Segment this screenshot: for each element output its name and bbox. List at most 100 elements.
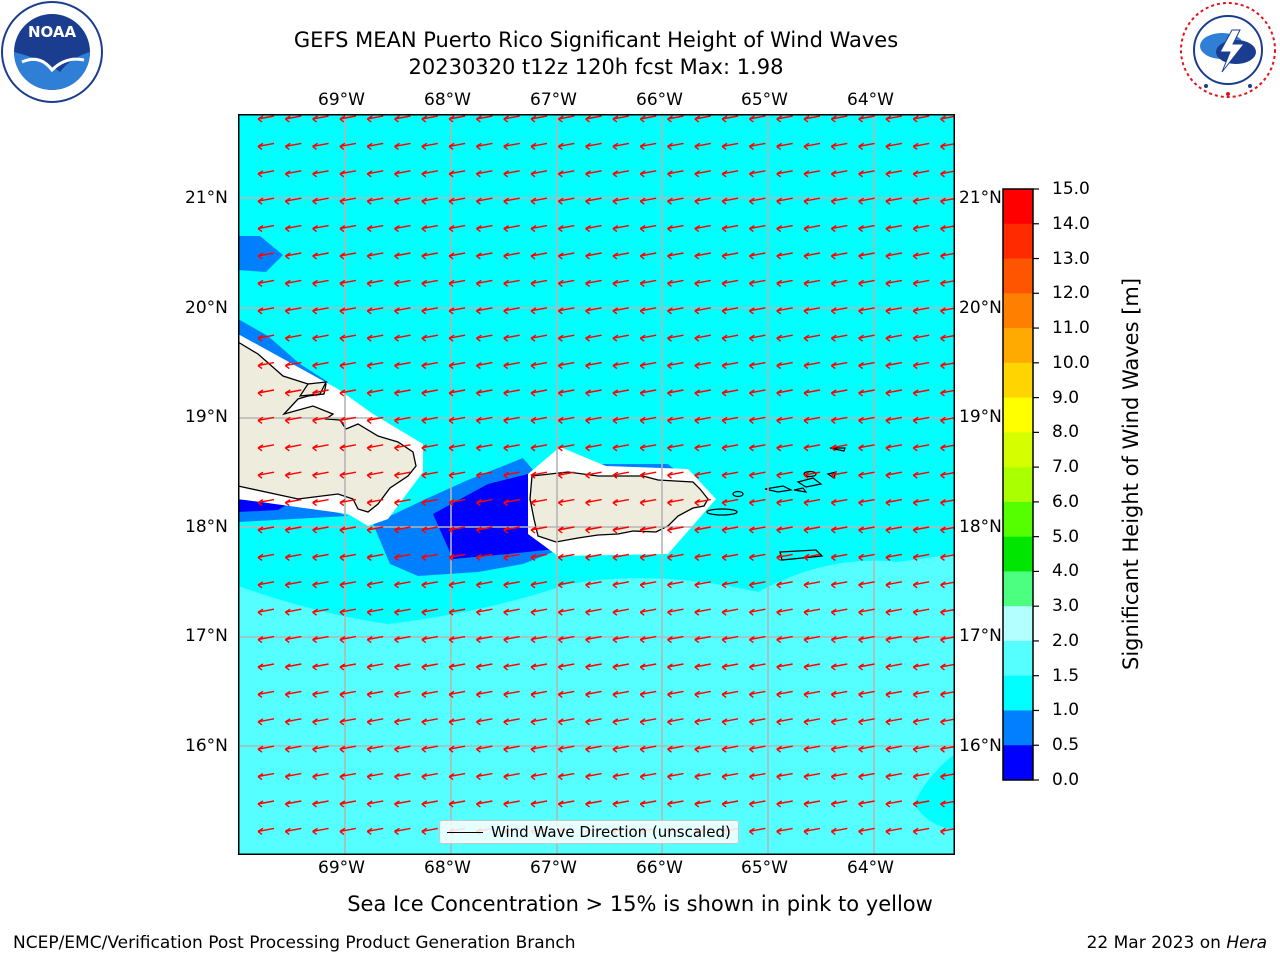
wind-arrow: [830, 115, 848, 123]
wind-arrow: [803, 690, 821, 698]
wind-arrow: [312, 471, 329, 479]
wind-arrow: [530, 581, 548, 589]
wind-arrow: [475, 252, 493, 260]
wind-arrow: [612, 307, 630, 315]
lat-tick-left-6: 16°N: [185, 736, 228, 756]
wind-arrow: [557, 279, 575, 287]
wind-arrow: [694, 444, 711, 452]
wind-arrow: [257, 526, 275, 534]
footer-host: Hera: [1226, 933, 1267, 953]
wind-arrow: [284, 224, 302, 233]
wind-arrow: [721, 279, 739, 287]
wind-arrow: [312, 307, 329, 315]
wind-arrow: [721, 581, 739, 589]
wind-arrow: [667, 581, 684, 589]
wind-arrow: [339, 608, 357, 616]
wind-arrow: [530, 635, 548, 644]
colorbar-tick-label: 14.0: [1052, 213, 1090, 234]
wind-arrow: [366, 772, 384, 781]
wind-arrow: [667, 608, 684, 616]
map-legend: Wind Wave Direction (unscaled): [439, 820, 739, 844]
wind-arrow: [475, 361, 493, 370]
wind-arrow: [366, 498, 384, 507]
wind-arrow: [694, 498, 711, 507]
wind-arrow: [557, 608, 575, 616]
wind-arrow: [585, 224, 602, 233]
wind-arrow: [421, 224, 438, 233]
wind-arrow: [557, 553, 575, 561]
wind-arrow: [257, 690, 275, 698]
wind-arrow: [912, 635, 930, 644]
wind-arrow: [421, 252, 438, 260]
wind-arrow: [694, 718, 711, 726]
wind-arrow: [530, 663, 548, 671]
wind-arrow: [858, 279, 875, 287]
wind-arrow: [530, 224, 548, 233]
wind-arrow: [639, 471, 657, 479]
wind-arrow: [421, 772, 438, 781]
wind-arrow: [339, 389, 357, 397]
wind-arrow: [557, 115, 575, 123]
wind-arrow: [885, 361, 903, 370]
wind-arrow: [912, 224, 930, 233]
lon-tick-bottom-2: 68°W: [424, 858, 471, 878]
wind-arrow: [475, 444, 493, 452]
wind-arrow: [830, 361, 848, 370]
wind-arrow: [585, 718, 602, 726]
wind-arrow: [312, 224, 329, 233]
wind-arrow: [885, 197, 903, 205]
wind-arrow: [503, 690, 520, 698]
wind-arrow: [776, 772, 793, 781]
wind-arrow: [721, 663, 739, 671]
wind-arrow: [257, 334, 275, 342]
wind-arrow: [585, 608, 602, 616]
wind-arrow: [475, 526, 493, 534]
wind-arrow: [830, 526, 848, 534]
wind-arrow: [366, 170, 384, 178]
wind-arrow: [667, 498, 684, 507]
wind-arrow: [421, 197, 438, 205]
wind-arrow: [421, 663, 438, 671]
wind-arrow: [475, 334, 493, 342]
wind-arrow: [394, 608, 411, 616]
colorbar-segment: [1003, 501, 1033, 538]
colorbar-segment: [1003, 362, 1033, 399]
wind-arrow: [257, 800, 275, 808]
wind-arrow: [448, 416, 466, 424]
wind-arrow: [585, 416, 602, 424]
wind-arrow: [339, 635, 357, 644]
wind-arrow: [366, 800, 384, 808]
wind-arrow: [858, 635, 875, 644]
wind-arrow: [557, 635, 575, 644]
wind-arrow: [803, 772, 821, 781]
wind-arrow: [694, 635, 711, 644]
wind-arrow: [366, 663, 384, 671]
wind-arrow: [612, 690, 630, 698]
colorbar-segment: [1003, 571, 1033, 607]
wind-arrow: [694, 307, 711, 315]
wind-arrow: [421, 718, 438, 726]
wind-arrow: [912, 142, 930, 150]
wind-arrow: [667, 197, 684, 205]
wind-arrow: [639, 361, 657, 370]
wind-arrow: [557, 718, 575, 726]
wind-arrow: [284, 279, 302, 287]
wind-arrow: [530, 498, 548, 507]
wind-arrow: [257, 772, 275, 781]
wind-arrow: [612, 772, 630, 781]
wind-arrow: [284, 635, 302, 644]
wind-arrow: [421, 498, 438, 507]
wind-arrow: [257, 307, 275, 315]
wind-arrow: [721, 361, 739, 370]
wind-arrow: [366, 334, 384, 342]
lon-tick-top-3: 67°W: [530, 90, 577, 110]
footer-right: 22 Mar 2023 on Hera: [1087, 933, 1267, 953]
wind-arrow: [858, 444, 875, 452]
wind-arrow: [612, 471, 630, 479]
wind-arrow: [830, 498, 848, 507]
wind-arrow: [312, 827, 329, 835]
wind-arrow: [394, 663, 411, 671]
wind-arrow: [776, 827, 793, 835]
wind-arrow: [530, 745, 548, 753]
wind-arrow: [667, 334, 684, 342]
